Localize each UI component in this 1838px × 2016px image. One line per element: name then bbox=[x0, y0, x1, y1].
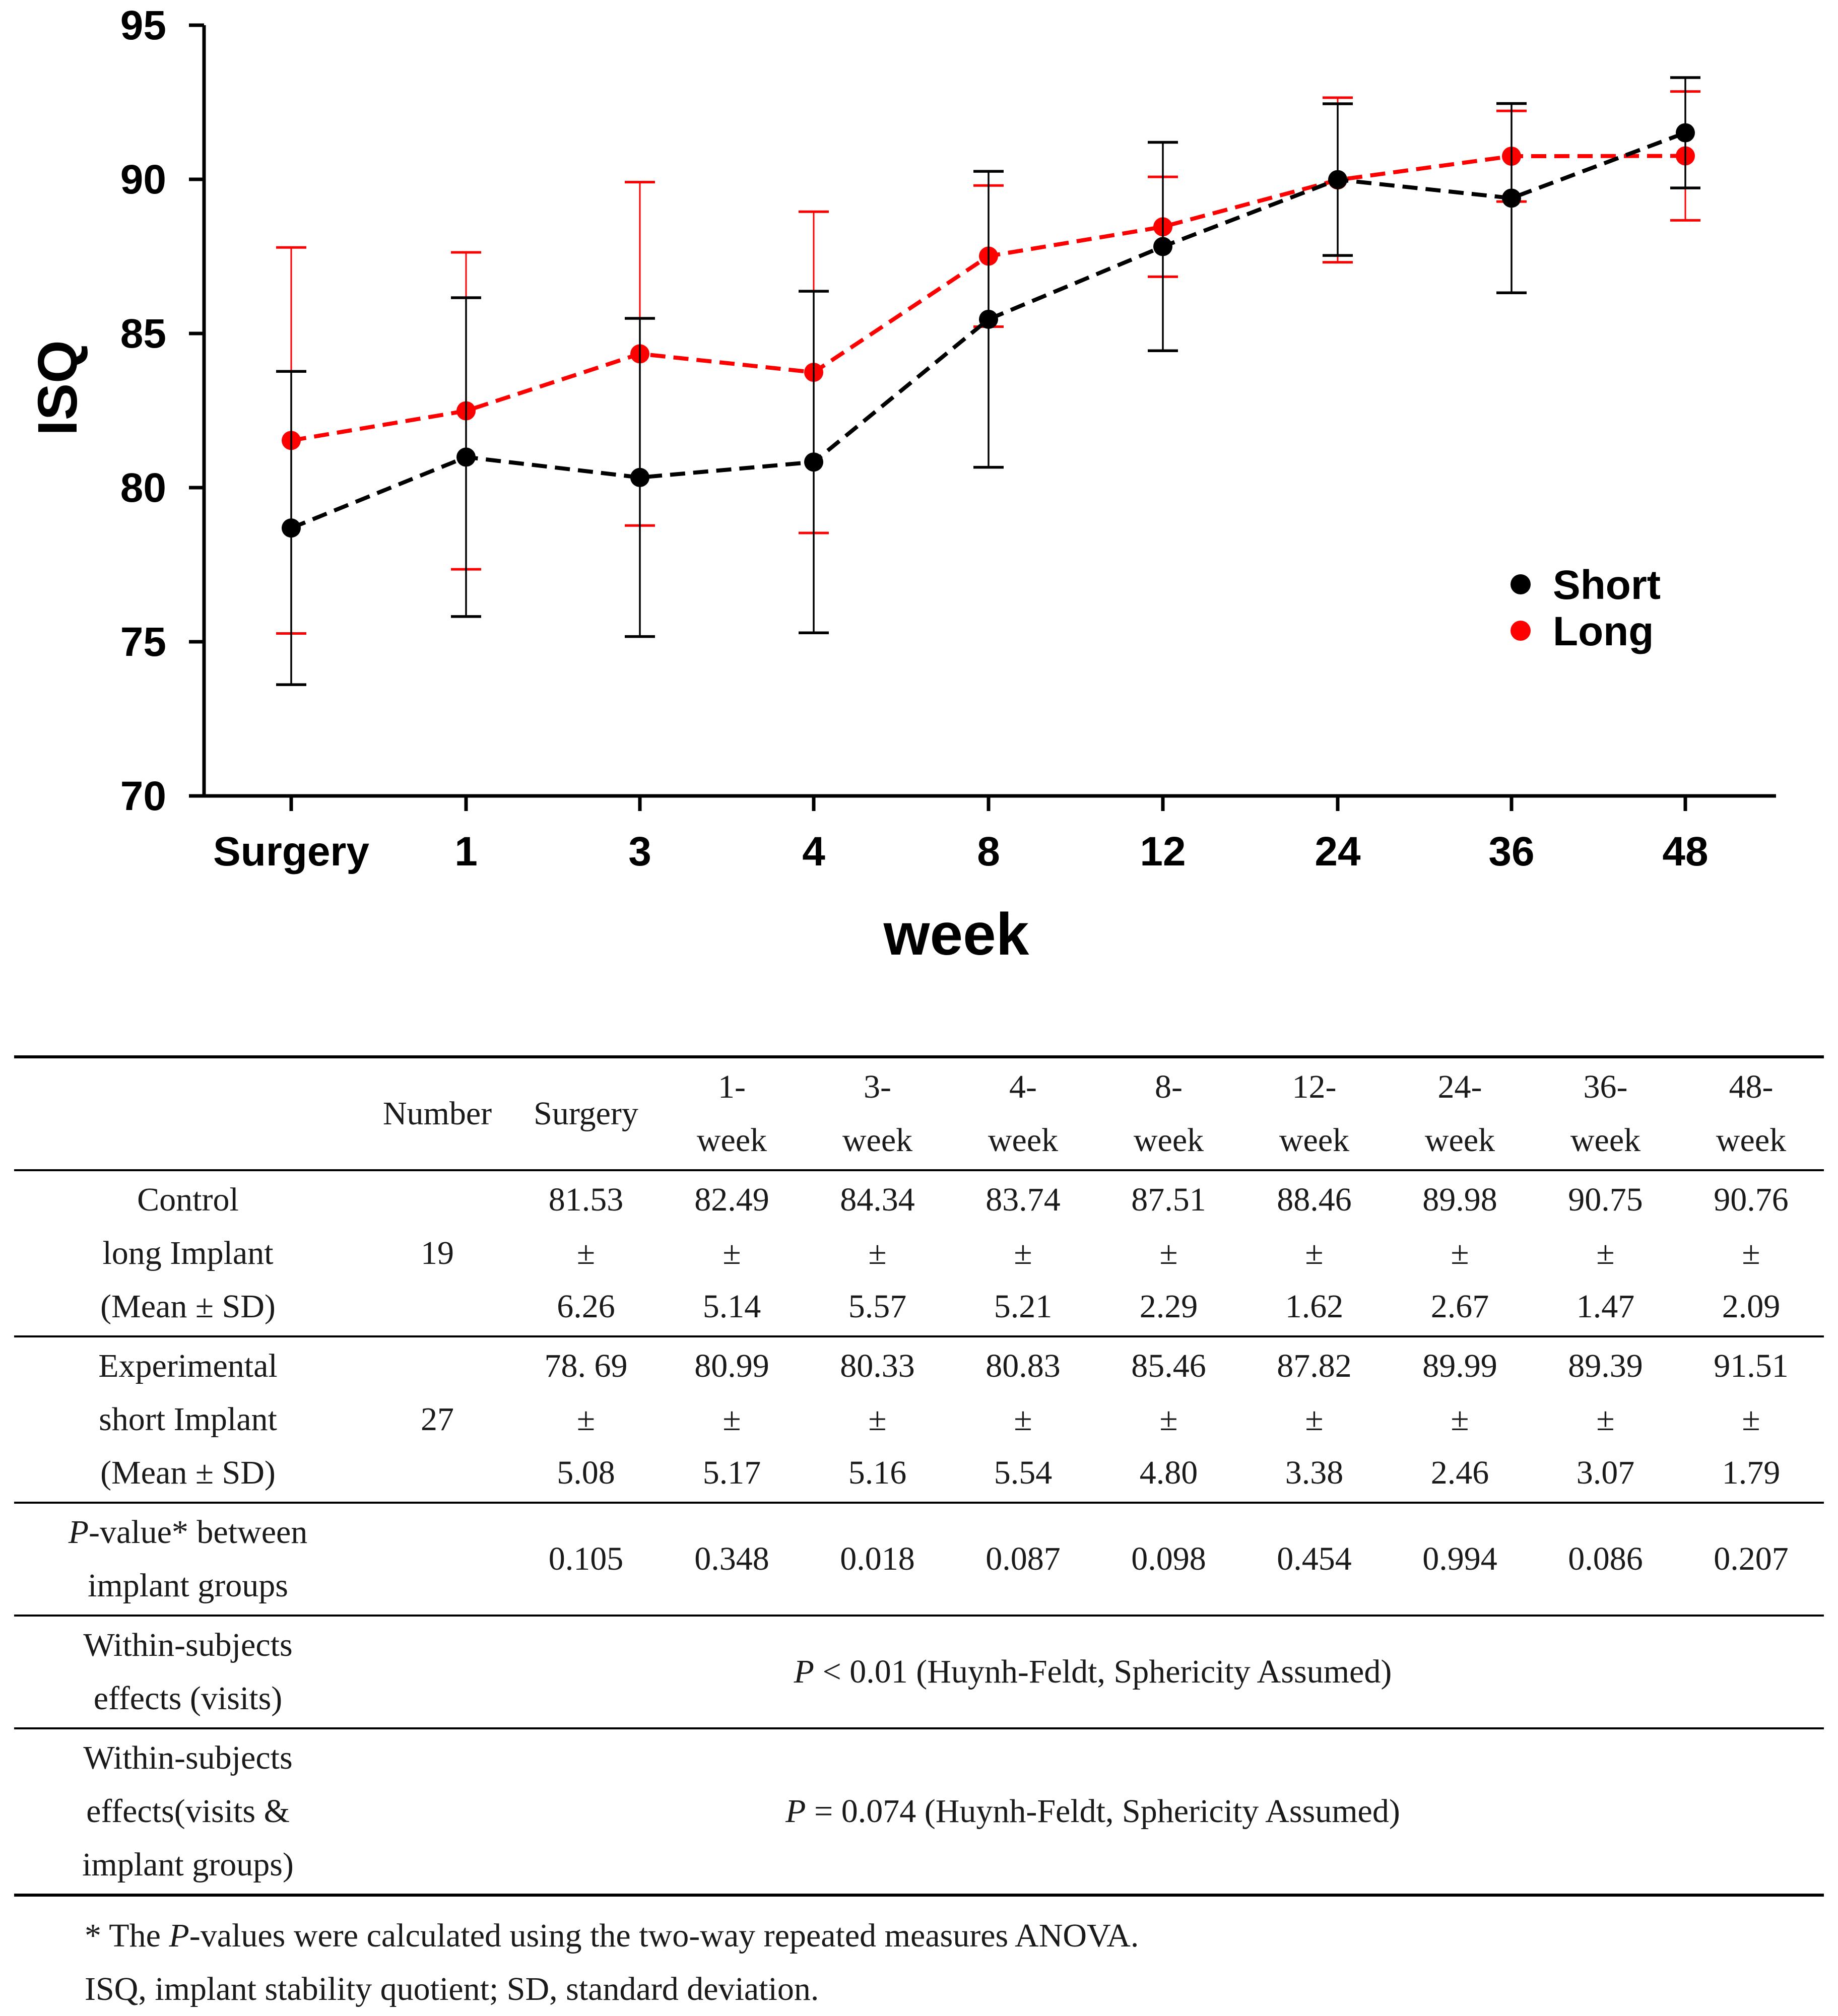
table-cell-pvalue-3: 0.087 bbox=[986, 1540, 1061, 1577]
data-point bbox=[282, 518, 301, 538]
chart-axes bbox=[202, 25, 1776, 798]
x-axis-label: week bbox=[883, 901, 1029, 968]
legend-marker bbox=[1511, 621, 1531, 641]
table-row-within-interaction: Within-subjects effects(visits & implant g… bbox=[14, 1728, 1824, 1895]
header-surgery: Surgery bbox=[534, 1095, 638, 1132]
header-week-48: 48- week bbox=[1716, 1068, 1787, 1159]
table-cell-control-0: 81.53 ±6.26 bbox=[548, 1181, 624, 1325]
table-cell-control-5: 88.46 ±1.62 bbox=[1277, 1181, 1352, 1325]
table-cell-pvalue-8: 0.207 bbox=[1714, 1540, 1789, 1577]
legend-item-long: Long bbox=[1511, 609, 1654, 654]
series-short bbox=[276, 76, 1700, 686]
table-cell-experimental-2: 80.33 ±5.16 bbox=[840, 1348, 915, 1491]
y-ticks: 70 75 80 85 90 95 bbox=[120, 3, 204, 819]
table-cell-pvalue-6: 0.994 bbox=[1422, 1540, 1497, 1577]
table-cell-experimental-3: 80.83 ±5.54 bbox=[986, 1348, 1061, 1491]
y-tick-label: 80 bbox=[120, 465, 166, 511]
header-number: Number bbox=[382, 1095, 492, 1132]
table-cell-pvalue-4: 0.098 bbox=[1131, 1540, 1206, 1577]
table-row-control: Control long Implant (Mean ± SD) 19 81.53 ±… bbox=[14, 1170, 1824, 1336]
data-point bbox=[630, 467, 649, 487]
x-tick-label: 8 bbox=[977, 829, 1000, 875]
data-point bbox=[1328, 170, 1347, 189]
data-point bbox=[1676, 123, 1695, 143]
table-cell-pvalue-5: 0.454 bbox=[1277, 1540, 1352, 1577]
y-tick-label: 95 bbox=[120, 3, 166, 48]
table-cell-control-1: 82.49 ±5.14 bbox=[694, 1181, 769, 1325]
y-tick-label: 90 bbox=[120, 157, 166, 203]
x-tick-label: 3 bbox=[628, 829, 651, 875]
table-cell-control-7: 90.75 ±1.47 bbox=[1568, 1181, 1643, 1325]
table-cell-control-3: 83.74 ±5.21 bbox=[986, 1181, 1061, 1325]
header-week-1: 1- week bbox=[696, 1068, 767, 1159]
header-week-8: 8- week bbox=[1133, 1068, 1204, 1159]
isq-results-table: Number Surgery 1- week 3- week 4- week 8- we… bbox=[14, 1055, 1824, 1897]
table-row-experimental: Experimental short Implant (Mean ± SD) 27 … bbox=[14, 1336, 1824, 1503]
table-row-pvalue: P-value* between implant groups 0.105 0.3… bbox=[14, 1503, 1824, 1616]
table-cell-pvalue-7: 0.086 bbox=[1568, 1540, 1643, 1577]
table-cell-control-4: 87.51 ±2.29 bbox=[1131, 1181, 1206, 1325]
row-label-within-interaction: Within-subjects effects(visits & implant g… bbox=[82, 1739, 294, 1883]
series-line bbox=[290, 130, 1686, 530]
legend-label: Long bbox=[1553, 609, 1654, 654]
data-point bbox=[456, 447, 476, 467]
row-label-experimental: Experimental short Implant (Mean ± SD) bbox=[98, 1348, 278, 1491]
table-header-row: Number Surgery 1- week 3- week 4- week 8- we… bbox=[14, 1057, 1824, 1170]
table-row-within-visits: Within-subjects effects (visits) P < 0.01… bbox=[14, 1616, 1824, 1728]
table-cell-pvalue-1: 0.348 bbox=[694, 1540, 769, 1577]
within-visits-result: P < 0.01 (Huynh-Feldt, Sphericity Assume… bbox=[794, 1653, 1392, 1690]
table-cell-experimental-8: 91.51 ±1.79 bbox=[1714, 1348, 1789, 1491]
y-tick-label: 75 bbox=[120, 619, 166, 665]
table-cell-experimental-6: 89.99 ±2.46 bbox=[1422, 1348, 1497, 1491]
number-control: 19 bbox=[421, 1235, 454, 1271]
legend-marker bbox=[1511, 574, 1531, 594]
x-tick-label: 4 bbox=[802, 829, 825, 875]
legend-item-short: Short bbox=[1511, 562, 1661, 608]
table-cell-experimental-5: 87.82 ±3.38 bbox=[1277, 1348, 1352, 1491]
x-tick-label: 12 bbox=[1140, 829, 1186, 875]
header-week-24: 24- week bbox=[1424, 1068, 1495, 1159]
header-blank bbox=[14, 1057, 362, 1170]
legend-label: Short bbox=[1553, 562, 1661, 608]
row-label-control: Control long Implant (Mean ± SD) bbox=[100, 1181, 276, 1325]
table-cell-pvalue-2: 0.018 bbox=[840, 1540, 915, 1577]
table-cell-experimental-0: 78. 69 ±5.08 bbox=[544, 1348, 628, 1491]
header-week-4: 4- week bbox=[988, 1068, 1059, 1159]
series-layer bbox=[276, 76, 1700, 686]
y-tick-label: 70 bbox=[120, 773, 166, 819]
number-experimental: 27 bbox=[421, 1401, 454, 1438]
header-week-36: 36- week bbox=[1570, 1068, 1641, 1159]
data-point bbox=[1153, 237, 1172, 256]
data-point bbox=[979, 309, 998, 329]
header-week-3: 3- week bbox=[842, 1068, 913, 1159]
data-point bbox=[804, 452, 823, 472]
x-tick-label: Surgery bbox=[213, 829, 369, 875]
x-tick-label: 1 bbox=[454, 829, 478, 875]
x-tick-label: 24 bbox=[1315, 829, 1361, 875]
y-tick-label: 85 bbox=[120, 311, 166, 357]
table-footnotes: * The P-values were calculated using the… bbox=[85, 1909, 1139, 2016]
header-week-12: 12- week bbox=[1279, 1068, 1350, 1159]
table-cell-pvalue-0: 0.105 bbox=[548, 1540, 624, 1577]
table-cell-control-2: 84.34 ±5.57 bbox=[840, 1181, 915, 1325]
row-label-pvalue: P-value* between implant groups bbox=[68, 1514, 308, 1604]
table-cell-experimental-1: 80.99 ±5.17 bbox=[694, 1348, 769, 1491]
data-point bbox=[1502, 188, 1521, 208]
footnote-anova: * The P-values were calculated using the… bbox=[85, 1917, 1139, 1954]
table-cell-experimental-7: 89.39 ±3.07 bbox=[1568, 1348, 1643, 1491]
y-axis-label: ISQ bbox=[27, 340, 89, 436]
table-cell-experimental-4: 85.46 ±4.80 bbox=[1131, 1348, 1206, 1491]
footnote-abbreviations: ISQ, implant stability quotient; SD, sta… bbox=[85, 1971, 819, 2007]
number-blank-pvalue bbox=[362, 1503, 513, 1616]
x-tick-label: 48 bbox=[1662, 829, 1708, 875]
within-interaction-result: P = 0.074 (Huynh-Feldt, Sphericity Assum… bbox=[785, 1793, 1400, 1830]
row-label-within-visits: Within-subjects effects (visits) bbox=[83, 1627, 293, 1717]
table-cell-control-8: 90.76 ±2.09 bbox=[1714, 1181, 1789, 1325]
table-cell-control-6: 89.98 ±2.67 bbox=[1422, 1181, 1497, 1325]
x-ticks: Surgery 1 3 4 8 12 24 36 48 bbox=[213, 796, 1709, 875]
x-tick-label: 36 bbox=[1488, 829, 1534, 875]
